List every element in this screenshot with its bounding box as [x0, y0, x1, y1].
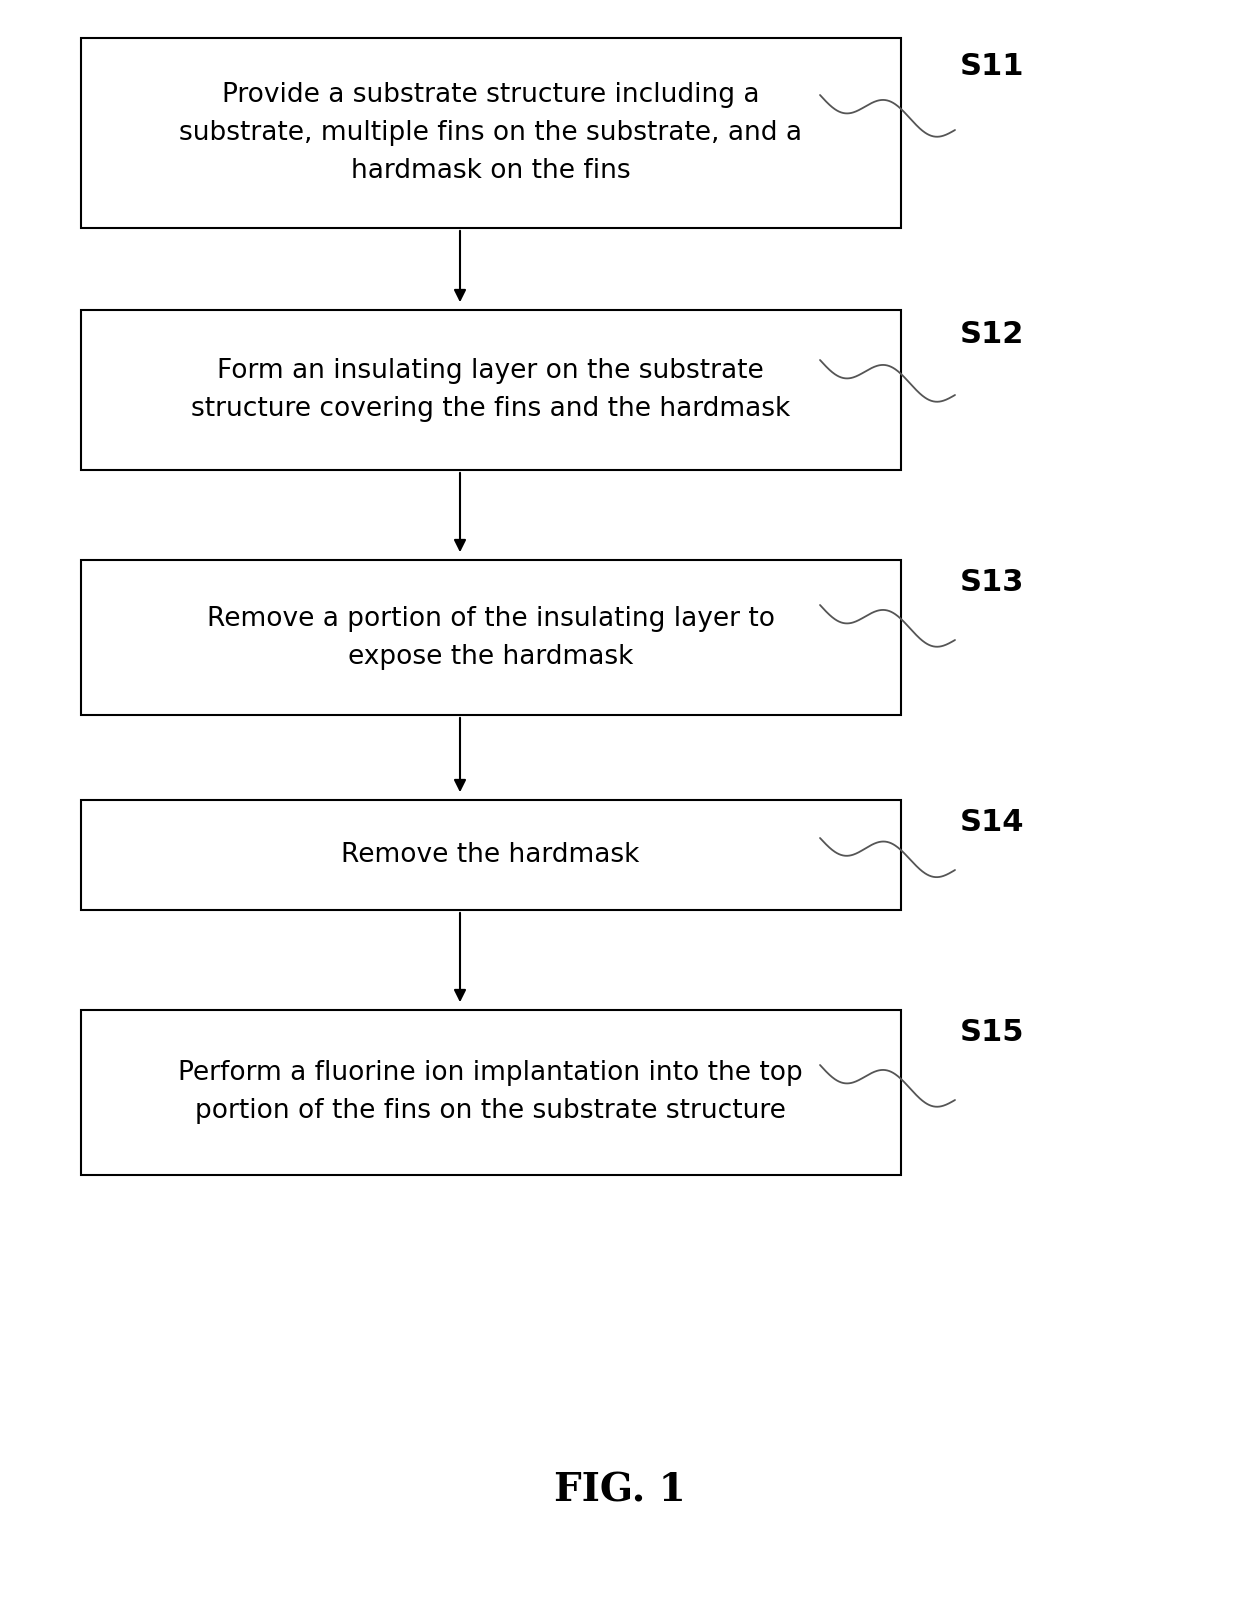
- Text: S12: S12: [960, 320, 1024, 349]
- Text: Provide a substrate structure including a
substrate, multiple fins on the substr: Provide a substrate structure including …: [179, 82, 802, 184]
- Text: S11: S11: [960, 51, 1024, 82]
- Text: S15: S15: [960, 1017, 1024, 1048]
- Text: S13: S13: [960, 569, 1024, 598]
- Text: Form an insulating layer on the substrate
structure covering the fins and the ha: Form an insulating layer on the substrat…: [191, 357, 790, 421]
- Bar: [81, 1009, 900, 1174]
- Text: Perform a fluorine ion implantation into the top
portion of the fins on the subs: Perform a fluorine ion implantation into…: [179, 1061, 804, 1125]
- Text: FIG. 1: FIG. 1: [554, 1471, 686, 1509]
- Bar: [81, 561, 900, 714]
- Bar: [81, 799, 900, 910]
- Text: S14: S14: [960, 807, 1024, 836]
- Bar: [81, 38, 900, 227]
- Text: Remove the hardmask: Remove the hardmask: [341, 843, 640, 868]
- Text: Remove a portion of the insulating layer to
expose the hardmask: Remove a portion of the insulating layer…: [207, 606, 775, 670]
- Bar: [81, 311, 900, 469]
